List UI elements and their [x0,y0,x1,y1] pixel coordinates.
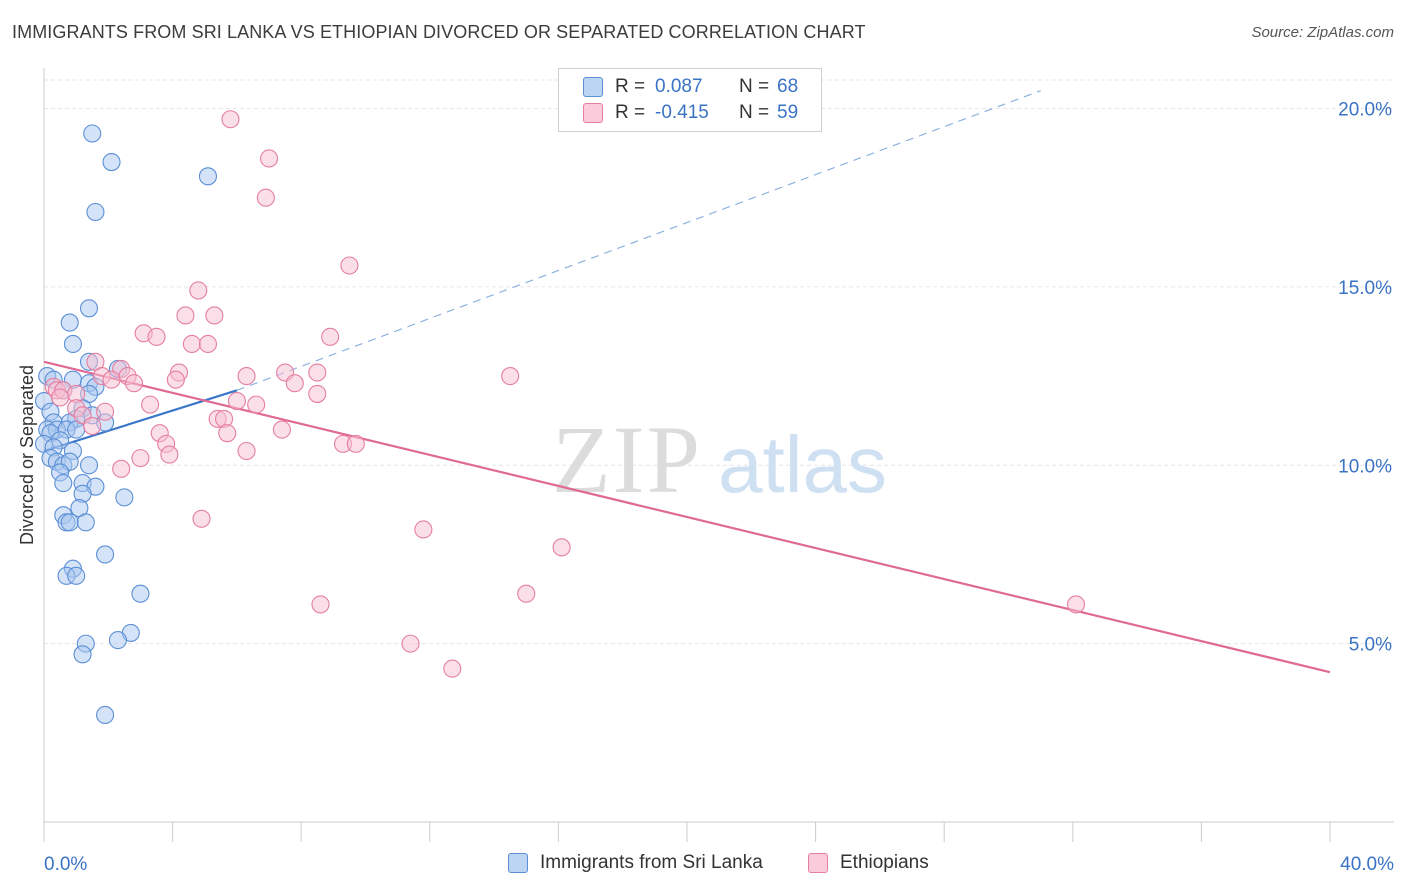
y-tick-label: 5.0% [1349,635,1392,656]
legend-r-label: R = [615,76,646,97]
point-ethiopians [51,388,70,407]
y-tick-label: 10.0% [1338,456,1392,477]
point-ethiopians [256,188,275,207]
point-ethiopians [147,327,166,346]
point-ethiopians [218,424,237,443]
point-ethiopians [340,256,359,275]
legend-swatch-ethiopians [583,103,603,123]
legend-r-value: -0.415 [655,102,709,123]
legend-row-ethiopians: R = -0.415 N = 59 [583,101,798,125]
point-sri-lanka [198,167,218,186]
series-legend: Immigrants from Sri Lanka Ethiopians [0,852,1406,878]
point-ethiopians [205,306,224,325]
point-ethiopians [166,370,185,389]
chart-source: Source: ZipAtlas.com [1251,24,1394,41]
series-label-ethiopians: Ethiopians [840,852,929,873]
trend-line-ethiopians [43,360,1331,674]
watermark-atlas: atlas [718,420,887,509]
legend-r-value: 0.087 [655,76,703,97]
point-sri-lanka [96,705,115,725]
point-ethiopians [237,441,256,461]
point-ethiopians [102,370,121,389]
point-ethiopians [501,367,520,386]
point-ethiopians [112,459,131,478]
series-swatch-sri-lanka [508,853,528,873]
legend-row-sri-lanka: R = 0.087 N = 68 [583,75,798,99]
legend-n-value: 59 [777,102,799,123]
point-ethiopians [160,445,179,464]
data-points [34,110,1086,725]
point-sri-lanka [60,513,79,532]
point-ethiopians [247,395,266,414]
point-ethiopians [131,449,150,468]
correlation-legend: R = 0.087 N = 68 R = -0.415 N = 59 [558,68,822,132]
watermark-zip: ZIP [552,406,702,513]
point-sri-lanka [115,488,134,507]
point-ethiopians [176,306,195,325]
point-sri-lanka [76,513,95,532]
point-ethiopians [321,327,340,346]
point-ethiopians [83,416,102,436]
legend-n-value: 68 [777,76,799,97]
watermark: ZIP atlas [552,406,887,513]
x-tick-label: 0.0% [44,854,87,875]
point-ethiopians [141,395,160,414]
series-legend-sri-lanka[interactable]: Immigrants from Sri Lanka [508,852,763,874]
y-tick-label: 15.0% [1338,278,1392,299]
point-ethiopians [414,520,433,539]
point-ethiopians [221,110,240,129]
legend-r-label: R = [615,102,646,123]
series-label-sri-lanka: Immigrants from Sri Lanka [540,852,763,873]
point-ethiopians [124,374,144,393]
y-axis-label: Divorced or Separated [17,365,37,545]
point-ethiopians [96,402,115,421]
point-ethiopians [182,334,201,354]
chart-title: IMMIGRANTS FROM SRI LANKA VS ETHIOPIAN D… [12,22,866,42]
point-ethiopians [311,595,330,614]
point-ethiopians [1066,595,1086,614]
point-sri-lanka [131,584,150,603]
point-sri-lanka [79,299,99,318]
point-sri-lanka [63,334,82,354]
point-sri-lanka [79,456,99,475]
point-ethiopians [189,281,208,300]
point-ethiopians [308,384,327,403]
point-sri-lanka [102,152,121,172]
series-swatch-ethiopians [808,853,828,873]
point-ethiopians [192,509,211,528]
point-sri-lanka [54,474,73,493]
point-ethiopians [237,367,256,386]
point-ethiopians [401,634,420,653]
point-sri-lanka [83,124,102,143]
point-sri-lanka [60,313,79,332]
point-ethiopians [517,584,536,603]
point-ethiopians [198,334,218,354]
legend-n-label: N = [739,102,770,123]
legend-swatch-sri-lanka [583,77,603,97]
point-ethiopians [346,434,365,453]
point-sri-lanka [67,566,86,585]
point-ethiopians [272,420,291,439]
trend-extension-sri-lanka [236,90,1041,391]
point-sri-lanka [108,631,127,650]
point-ethiopians [552,538,571,557]
point-sri-lanka [96,545,115,564]
point-sri-lanka [73,645,92,664]
point-ethiopians [285,374,304,393]
y-tick-label: 20.0% [1338,100,1392,121]
x-tick-label: 40.0% [1340,854,1394,875]
point-ethiopians [259,149,279,168]
point-ethiopians [443,659,462,678]
trend-lines [43,90,1331,674]
point-sri-lanka [86,202,105,222]
grid-lines [44,79,1394,645]
point-ethiopians [227,392,246,411]
legend-n-label: N = [739,76,770,97]
point-ethiopians [308,363,327,382]
tick-labels: 5.0% 10.0% 15.0% 20.0% 0.0% 40.0% [44,100,1394,875]
series-legend-ethiopians[interactable]: Ethiopians [808,852,929,874]
